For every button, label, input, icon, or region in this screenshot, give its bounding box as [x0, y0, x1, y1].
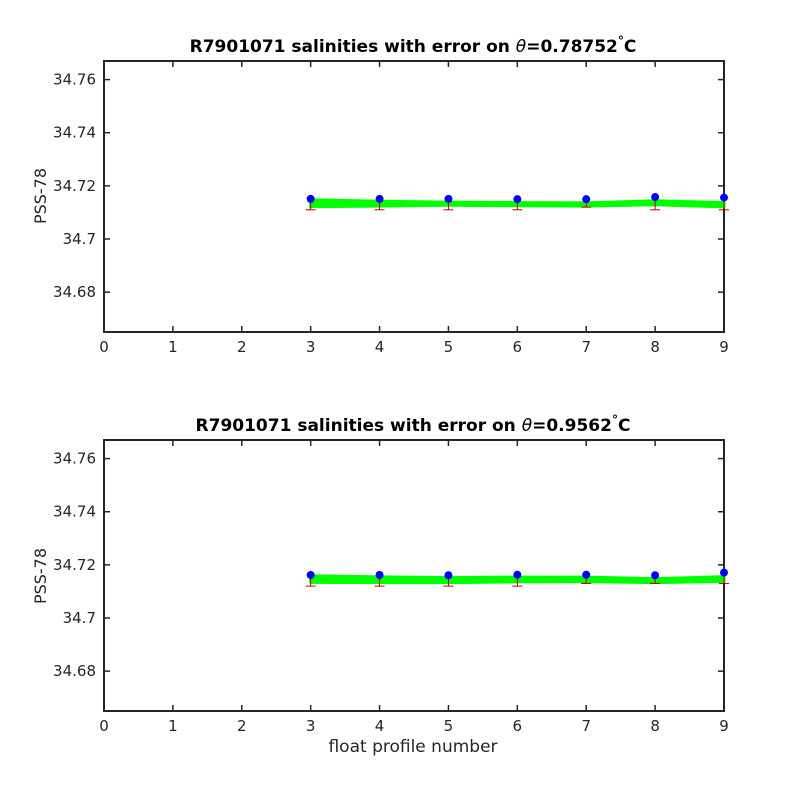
y-tick-label: 34.74 [53, 124, 96, 142]
y-axis-label: PSS-78 [31, 548, 50, 604]
data-point [375, 570, 384, 579]
y-tick-label: 34.7 [63, 230, 96, 248]
x-tick-label: 3 [306, 338, 316, 356]
y-tick-label: 34.72 [53, 177, 96, 195]
y-axis-label: PSS-78 [31, 168, 50, 224]
x-axis-label: float profile number [328, 737, 497, 757]
data-point [306, 570, 315, 579]
x-tick-label: 0 [99, 717, 109, 735]
x-tick-label: 4 [375, 717, 385, 735]
data-point [306, 194, 315, 203]
data-point [444, 571, 453, 580]
y-tick-label: 34.72 [53, 556, 96, 574]
x-tick-label: 1 [168, 338, 178, 356]
x-tick-label: 9 [719, 338, 729, 356]
chart-title: R7901071 salinities with error on θ=0.78… [190, 34, 637, 57]
x-tick-label: 9 [719, 717, 729, 735]
x-tick-label: 2 [237, 717, 247, 735]
plot-panel-bottom: R7901071 salinities with error on θ=0.95… [31, 413, 729, 757]
x-tick-label: 1 [168, 717, 178, 735]
x-tick-label: 5 [444, 717, 454, 735]
x-tick-label: 6 [513, 717, 523, 735]
x-tick-label: 7 [581, 717, 591, 735]
y-tick-label: 34.68 [53, 662, 96, 680]
x-tick-label: 3 [306, 717, 316, 735]
x-tick-label: 6 [513, 338, 523, 356]
y-tick-label: 34.7 [63, 609, 96, 627]
x-tick-label: 7 [581, 338, 591, 356]
plot-area [103, 60, 725, 333]
x-tick-label: 4 [375, 338, 385, 356]
x-tick-label: 2 [237, 338, 247, 356]
data-point [651, 193, 660, 202]
y-tick-label: 34.76 [53, 71, 96, 89]
data-point [582, 195, 591, 204]
x-tick-label: 5 [444, 338, 454, 356]
data-point [720, 193, 728, 202]
data-layer [305, 193, 729, 211]
data-point [651, 571, 660, 580]
data-point [375, 194, 384, 203]
plot-area [103, 439, 725, 712]
y-tick-label: 34.76 [53, 450, 96, 468]
plot-panel-top: R7901071 salinities with error on θ=0.78… [31, 34, 729, 356]
x-tick-label: 8 [650, 717, 660, 735]
data-point [582, 570, 591, 579]
data-point [513, 570, 522, 579]
data-point [444, 194, 453, 203]
data-layer [305, 568, 729, 587]
data-point [513, 195, 522, 204]
x-tick-label: 8 [650, 338, 660, 356]
chart-title: R7901071 salinities with error on θ=0.95… [196, 413, 631, 436]
y-tick-label: 34.68 [53, 283, 96, 301]
data-point [720, 568, 728, 577]
x-tick-label: 0 [99, 338, 109, 356]
y-tick-label: 34.74 [53, 503, 96, 521]
